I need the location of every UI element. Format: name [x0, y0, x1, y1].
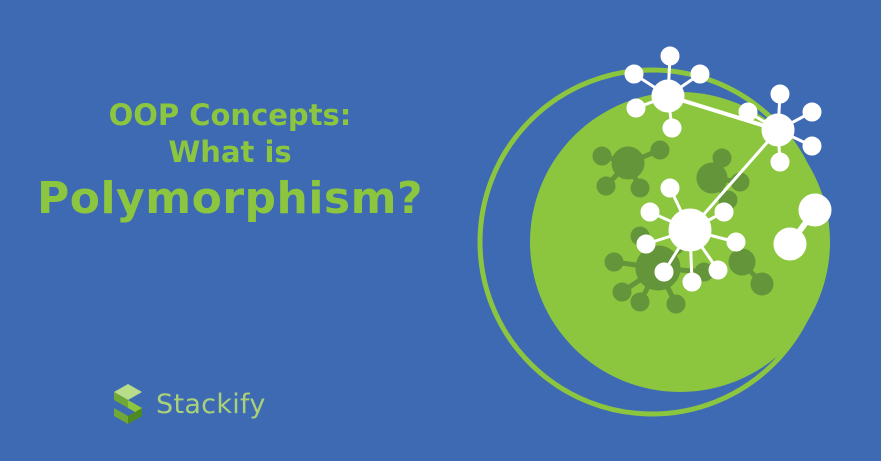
shadow-molecule-4 [728, 248, 774, 296]
headline-line-2: What is [168, 135, 292, 169]
molecule-node-b [738, 84, 822, 172]
molecule-node-d [773, 193, 832, 261]
stackify-logo: Stackify [108, 379, 266, 429]
headline: OOP Concepts: What is Polymorphism? [0, 98, 460, 226]
brand-name: Stackify [156, 388, 266, 420]
headline-line-3: Polymorphism? [37, 173, 423, 224]
molecule-node-a [624, 46, 710, 138]
headline-line-1: OOP Concepts: [108, 98, 352, 132]
stackify-logo-icon [114, 384, 142, 424]
shadow-molecule-1 [592, 140, 670, 198]
molecule-icon [624, 46, 832, 292]
molecule-node-c [636, 178, 746, 292]
